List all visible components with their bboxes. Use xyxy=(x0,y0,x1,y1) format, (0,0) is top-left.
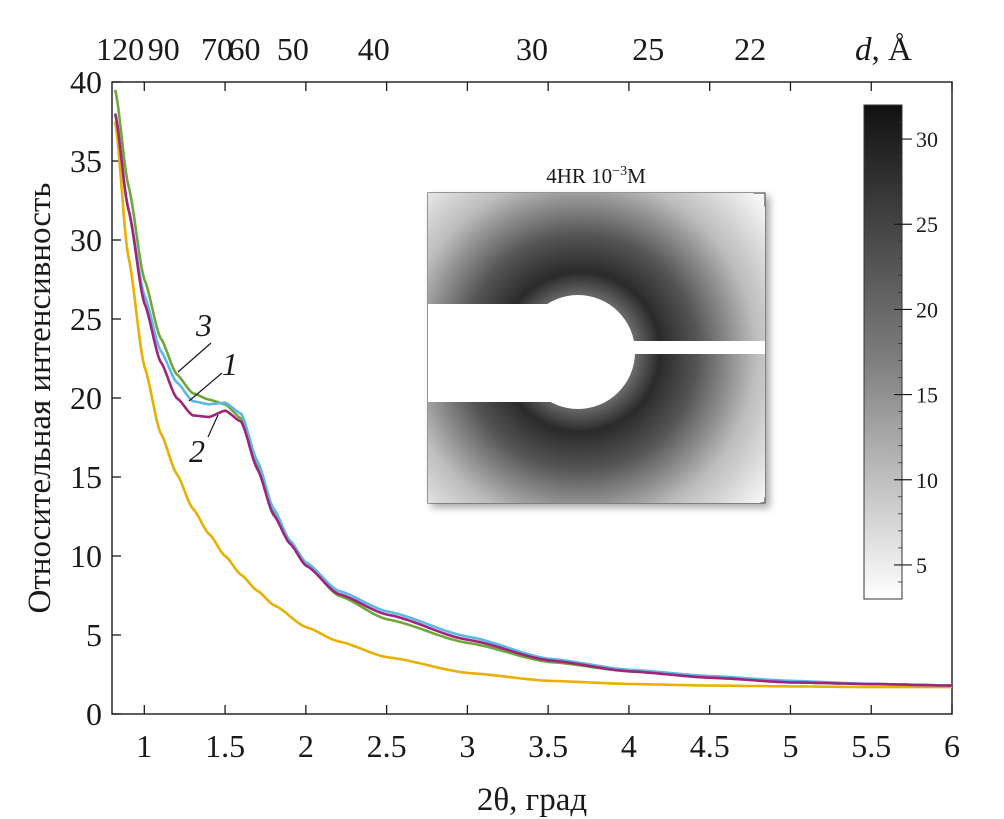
top-tick-label: 60 xyxy=(228,31,260,67)
colorbar-tick-label: 15 xyxy=(916,383,938,408)
x-tick-label: 3.5 xyxy=(528,728,568,764)
y-tick-label: 10 xyxy=(70,538,102,574)
top-axis-label: d, Å xyxy=(855,31,912,68)
y-tick-label: 40 xyxy=(70,64,102,100)
x-tick-label: 4.5 xyxy=(690,728,730,764)
colorbar-tick-label: 20 xyxy=(916,297,938,322)
y-tick-label: 35 xyxy=(70,143,102,179)
curve-labels: 3 1 2 xyxy=(177,307,238,469)
x-axis-title: 2θ, град xyxy=(477,782,587,818)
series-line-1 xyxy=(113,113,952,687)
series-line-reference xyxy=(113,121,952,689)
y-axis-title: Относительная интенсивность xyxy=(22,183,58,614)
y-tick-label: 20 xyxy=(70,380,102,416)
series-line-2 xyxy=(113,113,952,687)
x-tick-label: 1 xyxy=(136,728,152,764)
inset-title: 4HR 10−3M xyxy=(546,164,646,188)
colorbar-tick-label: 5 xyxy=(916,553,927,578)
top-tick-label: 30 xyxy=(516,31,548,67)
x-tick-label: 2 xyxy=(298,728,314,764)
data-curves xyxy=(113,89,952,689)
top-tick-label: 22 xyxy=(734,31,766,67)
colorbar: 5 10 15 20 25 30 xyxy=(863,104,938,600)
y-tick-label: 5 xyxy=(86,617,102,653)
colorbar-tick-label: 10 xyxy=(916,468,938,493)
colorbar-ticks: 5 10 15 20 25 30 xyxy=(894,121,938,583)
x-tick-label: 5.5 xyxy=(851,728,891,764)
y-axis-ticks: 0 5 10 15 20 25 30 35 40 xyxy=(70,64,121,732)
curve-label-2: 2 xyxy=(189,433,205,469)
curve-label-1: 1 xyxy=(222,346,238,382)
colorbar-tick-label: 25 xyxy=(916,212,938,237)
top-tick-label: 40 xyxy=(358,31,390,67)
x-tick-label: 3 xyxy=(459,728,475,764)
top-tick-label: 120 xyxy=(96,31,144,67)
top-tick-label: 90 xyxy=(148,31,180,67)
y-tick-label: 15 xyxy=(70,459,102,495)
x-tick-label: 5 xyxy=(782,728,798,764)
curve-label-3: 3 xyxy=(195,307,212,343)
top-tick-label: 25 xyxy=(632,31,664,67)
colorbar-tick-label: 30 xyxy=(916,127,938,152)
x-tick-label: 1.5 xyxy=(205,728,245,764)
x-tick-label: 4 xyxy=(621,728,637,764)
y-tick-label: 30 xyxy=(70,222,102,258)
y-tick-label: 25 xyxy=(70,301,102,337)
top-tick-label: 50 xyxy=(277,31,309,67)
x-tick-label: 2.5 xyxy=(367,728,407,764)
y-tick-label: 0 xyxy=(86,696,102,732)
x-tick-label: 6 xyxy=(944,728,960,764)
top-tick-label: 70 xyxy=(201,31,233,67)
inset-diffraction-image: 4HR 10−3M xyxy=(427,164,766,504)
x-axis-ticks: 1 1.5 2 2.5 3 3.5 4 4.5 5 5.5 6 xyxy=(136,82,960,764)
